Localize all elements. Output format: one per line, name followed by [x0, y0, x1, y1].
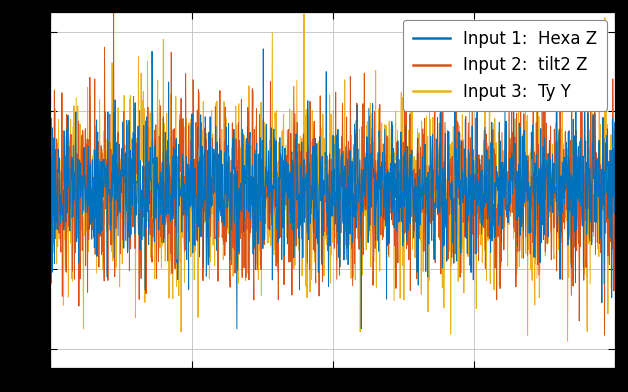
Line: Input 1:  Hexa Z: Input 1: Hexa Z [50, 49, 615, 329]
Input 1:  Hexa Z: (0.0774, -0.0348): Hexa Z: (0.0774, -0.0348) [90, 189, 98, 194]
Input 1:  Hexa Z: (0.464, 0.917): Hexa Z: (0.464, 0.917) [309, 151, 317, 156]
Input 3:  Ty Y: (0.915, -3.81): Ty Y: (0.915, -3.81) [564, 339, 571, 343]
Legend: Input 1:  Hexa Z, Input 2:  tilt2 Z, Input 3:  Ty Y: Input 1: Hexa Z, Input 2: tilt2 Z, Input… [403, 20, 607, 111]
Input 2:  tilt2 Z: (0.981, -3.66): tilt2 Z: (0.981, -3.66) [601, 333, 609, 338]
Input 3:  Ty Y: (0.445, 1.3): Ty Y: (0.445, 1.3) [298, 136, 305, 141]
Input 3:  Ty Y: (0.464, 2.01): Ty Y: (0.464, 2.01) [308, 108, 316, 113]
Input 2:  tilt2 Z: (0.112, 4.52): tilt2 Z: (0.112, 4.52) [110, 9, 117, 13]
Input 3:  Ty Y: (0.118, -0.169): Ty Y: (0.118, -0.169) [113, 194, 121, 199]
Line: Input 3:  Ty Y: Input 3: Ty Y [50, 14, 615, 341]
Input 1:  Hexa Z: (0.33, -3.5): Hexa Z: (0.33, -3.5) [233, 327, 241, 331]
Input 2:  tilt2 Z: (1, -0.874): tilt2 Z: (1, -0.874) [612, 222, 619, 227]
Input 2:  tilt2 Z: (0.0774, -0.768): tilt2 Z: (0.0774, -0.768) [90, 218, 98, 223]
Input 3:  Ty Y: (0.57, -0.308): Ty Y: (0.57, -0.308) [369, 200, 376, 205]
Input 1:  Hexa Z: (0.118, -0.259): Hexa Z: (0.118, -0.259) [113, 198, 121, 203]
Input 3:  Ty Y: (1, -1.43): Ty Y: (1, -1.43) [612, 244, 619, 249]
Line: Input 2:  tilt2 Z: Input 2: tilt2 Z [50, 11, 615, 335]
Input 1:  Hexa Z: (0.377, 3.56): Hexa Z: (0.377, 3.56) [259, 47, 267, 51]
Input 1:  Hexa Z: (0.57, 2.19): Hexa Z: (0.57, 2.19) [369, 101, 376, 106]
Input 2:  tilt2 Z: (0.446, -0.38): tilt2 Z: (0.446, -0.38) [298, 203, 306, 207]
Input 2:  tilt2 Z: (0.464, 0.0969): tilt2 Z: (0.464, 0.0969) [308, 184, 316, 189]
Input 3:  Ty Y: (0.0774, 1.02): Ty Y: (0.0774, 1.02) [90, 147, 98, 152]
Input 1:  Hexa Z: (0.426, -0.824): Hexa Z: (0.426, -0.824) [287, 220, 295, 225]
Input 1:  Hexa Z: (0.446, 0.285): Hexa Z: (0.446, 0.285) [299, 176, 306, 181]
Input 3:  Ty Y: (0.449, 4.44): Ty Y: (0.449, 4.44) [300, 12, 308, 16]
Input 1:  Hexa Z: (1, -1.24): Hexa Z: (1, -1.24) [612, 237, 619, 242]
Input 3:  Ty Y: (0.424, 0.431): Ty Y: (0.424, 0.431) [286, 171, 294, 175]
Input 2:  tilt2 Z: (0.119, -0.653): tilt2 Z: (0.119, -0.653) [114, 214, 121, 218]
Input 2:  tilt2 Z: (0.57, 1.95): tilt2 Z: (0.57, 1.95) [369, 111, 376, 115]
Input 2:  tilt2 Z: (0, -0.458): tilt2 Z: (0, -0.458) [46, 206, 54, 211]
Input 2:  tilt2 Z: (0.425, -1.8): tilt2 Z: (0.425, -1.8) [286, 259, 294, 264]
Input 1:  Hexa Z: (0, 1.46): Hexa Z: (0, 1.46) [46, 130, 54, 134]
Input 3:  Ty Y: (0, 2.15): Ty Y: (0, 2.15) [46, 103, 54, 107]
